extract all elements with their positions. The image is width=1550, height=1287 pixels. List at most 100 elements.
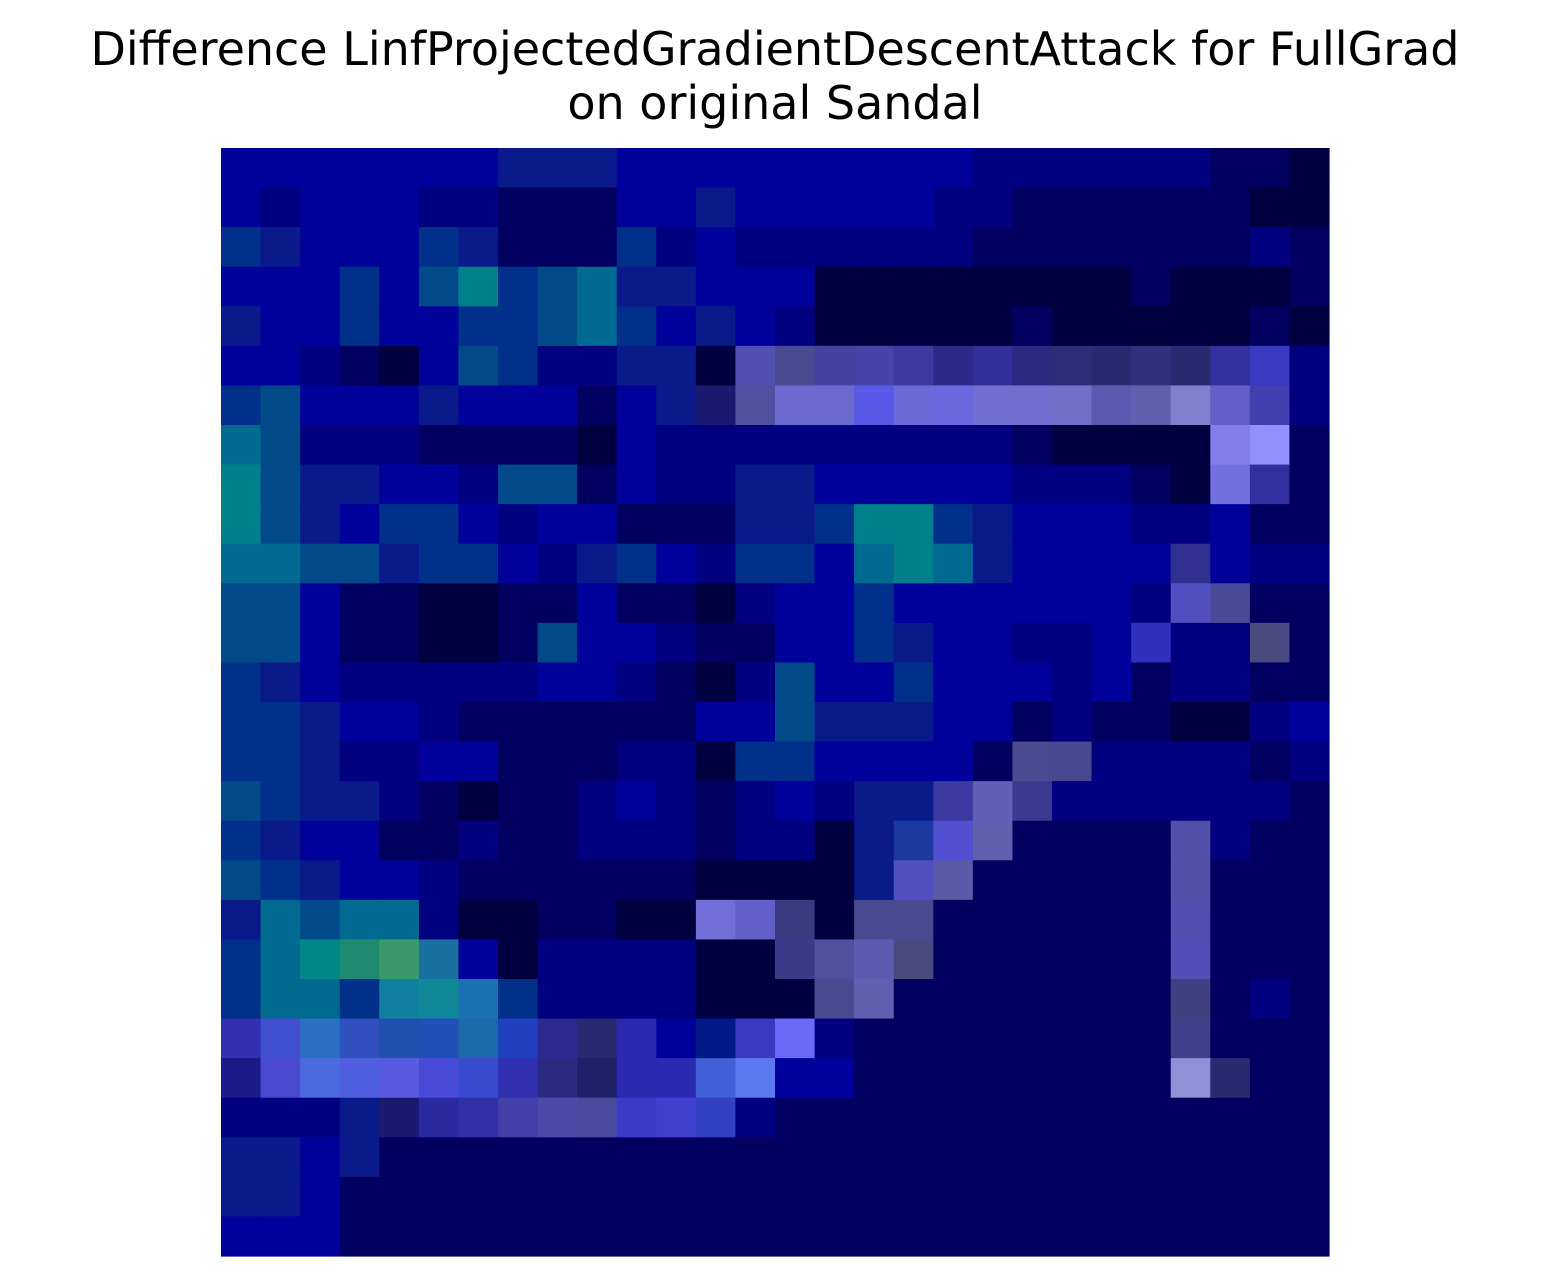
- heatmap-cell: [1012, 622, 1053, 664]
- heatmap-cell: [1052, 1018, 1093, 1059]
- heatmap-cell: [854, 820, 895, 861]
- heatmap-cell: [735, 345, 776, 387]
- heatmap-cell: [933, 622, 974, 664]
- heatmap-cell: [537, 899, 578, 941]
- heatmap-cell: [854, 622, 895, 664]
- heatmap-cell: [339, 702, 380, 743]
- heatmap-cell: [577, 979, 618, 1020]
- heatmap-cell: [418, 939, 460, 980]
- heatmap-cell: [656, 1137, 697, 1178]
- heatmap-cell: [854, 662, 895, 703]
- heatmap-cell: [972, 148, 1014, 189]
- heatmap-cell: [418, 543, 460, 584]
- heatmap-cell: [221, 425, 262, 466]
- heatmap-cell: [221, 741, 262, 782]
- heatmap-cell: [854, 1097, 895, 1138]
- heatmap-cell: [379, 860, 420, 901]
- heatmap-cell: [339, 741, 380, 782]
- heatmap-cell: [260, 820, 301, 861]
- heatmap-cell: [814, 702, 855, 743]
- heatmap-cell: [1249, 543, 1291, 584]
- heatmap-cell: [1091, 385, 1132, 426]
- heatmap-cell: [1131, 1097, 1172, 1138]
- heatmap-cell: [537, 741, 578, 782]
- heatmap-cell: [735, 583, 776, 624]
- heatmap-cell: [735, 504, 776, 545]
- heatmap-cell: [735, 1097, 776, 1138]
- heatmap-cell: [933, 741, 974, 782]
- heatmap-cell: [814, 662, 855, 703]
- heatmap-cell: [458, 979, 499, 1020]
- heatmap-cell: [260, 860, 301, 901]
- heatmap-cell: [1170, 266, 1211, 307]
- heatmap-cell: [616, 979, 657, 1020]
- heatmap-cell: [854, 979, 895, 1020]
- heatmap-cell: [695, 543, 737, 584]
- heatmap-cell: [695, 1137, 737, 1178]
- heatmap-cell: [1091, 583, 1132, 624]
- heatmap-cell: [814, 1018, 855, 1059]
- heatmap-cell: [1052, 662, 1093, 703]
- heatmap-cell: [1091, 345, 1132, 387]
- heatmap-cell: [1249, 860, 1291, 901]
- heatmap-cell: [418, 583, 460, 624]
- heatmap-cell: [1210, 464, 1251, 505]
- heatmap-cell: [1091, 1058, 1132, 1099]
- heatmap-cell: [260, 702, 301, 743]
- heatmap-cell: [656, 662, 697, 703]
- heatmap-cell: [379, 1176, 420, 1218]
- heatmap-cell: [1131, 504, 1172, 545]
- heatmap-cell: [656, 1058, 697, 1099]
- heatmap-cell: [695, 583, 737, 624]
- heatmap-cell: [893, 306, 934, 347]
- heatmap-cell: [300, 425, 341, 466]
- heatmap-cell: [1012, 306, 1053, 347]
- heatmap-cell: [695, 1058, 737, 1099]
- heatmap-cell: [458, 543, 499, 584]
- heatmap-cell: [498, 464, 539, 505]
- heatmap-cell: [1170, 148, 1211, 189]
- heatmap-cell: [616, 266, 657, 307]
- heatmap-cell: [260, 939, 301, 980]
- heatmap-cell: [300, 979, 341, 1020]
- heatmap-cell: [418, 622, 460, 664]
- heatmap-cell: [1289, 899, 1330, 941]
- heatmap-cell: [933, 820, 974, 861]
- heatmap-cell: [656, 1097, 697, 1138]
- heatmap-cell: [933, 1216, 974, 1257]
- heatmap-cell: [893, 1097, 934, 1138]
- heatmap-cell: [972, 227, 1014, 268]
- heatmap-cell: [498, 504, 539, 545]
- heatmap-cell: [616, 1097, 657, 1138]
- heatmap-cell: [814, 1097, 855, 1138]
- heatmap-cell: [260, 345, 301, 387]
- heatmap-cell: [972, 1216, 1014, 1257]
- heatmap-cell: [1091, 820, 1132, 861]
- heatmap-cell: [537, 662, 578, 703]
- heatmap-cell: [1091, 662, 1132, 703]
- heatmap-cell: [893, 662, 934, 703]
- heatmap-cell: [656, 464, 697, 505]
- heatmap-cell: [1012, 187, 1053, 228]
- heatmap-cell: [933, 662, 974, 703]
- heatmap-cell: [577, 306, 618, 347]
- heatmap-cell: [616, 385, 657, 426]
- heatmap-cell: [537, 464, 578, 505]
- heatmap-cell: [775, 662, 816, 703]
- heatmap-cell: [537, 543, 578, 584]
- heatmap-cell: [854, 781, 895, 822]
- heatmap-cell: [933, 425, 974, 466]
- heatmap-cell: [814, 899, 855, 941]
- heatmap-cell: [695, 227, 737, 268]
- heatmap-cell: [1210, 425, 1251, 466]
- heatmap-cell: [1052, 464, 1093, 505]
- heatmap-cell: [418, 345, 460, 387]
- heatmap-cell: [418, 860, 460, 901]
- heatmap-cell: [1249, 385, 1291, 426]
- heatmap-cell: [1210, 820, 1251, 861]
- heatmap-cell: [300, 583, 341, 624]
- heatmap-cell: [221, 1097, 262, 1138]
- heatmap-cell: [1289, 781, 1330, 822]
- heatmap-cell: [379, 702, 420, 743]
- heatmap-cell: [1131, 1058, 1172, 1099]
